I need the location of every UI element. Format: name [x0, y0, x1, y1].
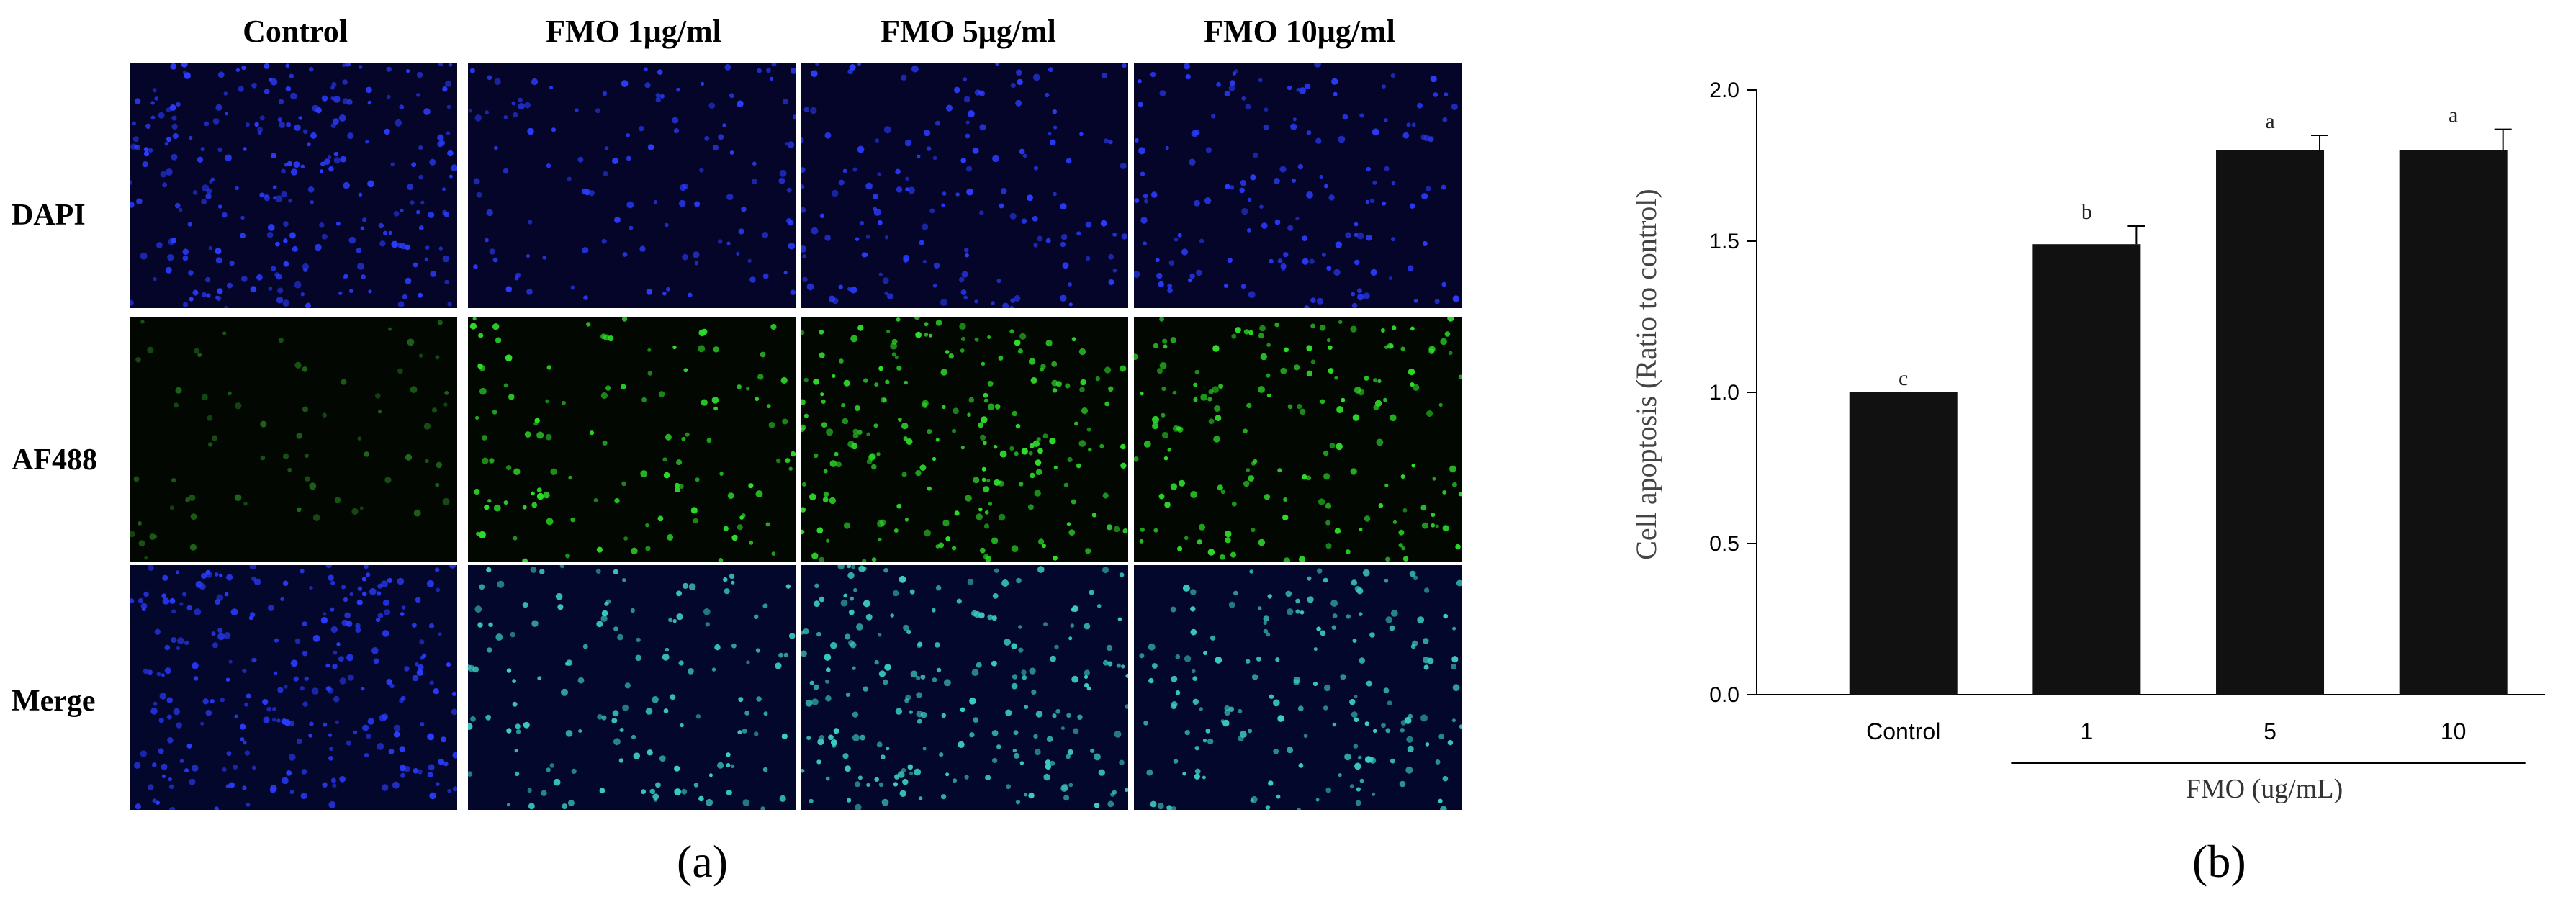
micrograph-dapi-1	[468, 63, 796, 308]
row-header-merge: Merge	[12, 685, 96, 718]
panel-label-a: (a)	[677, 836, 729, 887]
micrograph-merge-2	[801, 565, 1128, 810]
row-header-af488: AF488	[12, 443, 97, 477]
row-header-dapi: DAPI	[12, 199, 86, 232]
micrograph-af488-0	[130, 317, 457, 562]
bar-1	[2032, 244, 2141, 695]
chart-axes: 0.0 0.5 1.0 1.5 2.0 Control 1 5 10	[1709, 78, 2545, 764]
micrograph-dapi-0	[130, 63, 457, 308]
bar-Control	[1849, 392, 1958, 695]
y-tick-label: 1.0	[1709, 381, 1739, 405]
y-tick-label: 0.5	[1709, 532, 1739, 556]
micrograph-merge-3	[1134, 565, 1462, 810]
bar-10	[2399, 150, 2508, 695]
panel-label-b: (b)	[2192, 836, 2246, 887]
micrograph-dapi-3	[1134, 63, 1462, 308]
significance-letter: a	[2265, 109, 2274, 133]
bar-5	[2216, 150, 2325, 695]
column-header-fmo-1: FMO 1μg/ml	[546, 14, 721, 49]
micrograph-panel: Control FMO 1μg/ml FMO 5μg/ml FMO 10μg/m…	[12, 14, 1462, 887]
x-tick-label: Control	[1866, 718, 1940, 744]
bar-chart-panel: 0.0 0.5 1.0 1.5 2.0 Control 1 5 10 c b a a Cell apo…	[1548, 0, 2576, 902]
significance-letter: b	[2081, 200, 2092, 224]
column-header-fmo-5: FMO 5μg/ml	[881, 14, 1056, 49]
x-tick-label: 5	[2264, 718, 2276, 744]
column-header-fmo-10: FMO 10μg/ml	[1204, 14, 1395, 49]
x-tick-label: 10	[2441, 718, 2467, 744]
y-tick-label: 0.0	[1709, 683, 1739, 707]
micrograph-af488-3	[1134, 317, 1462, 562]
micrograph-merge-0	[130, 565, 457, 810]
significance-letter: c	[1899, 366, 1908, 390]
micrograph-af488-2	[801, 317, 1128, 562]
x-tick-label: 1	[2080, 718, 2093, 744]
micrograph-af488-1	[468, 317, 796, 562]
chart-bars: c b a a	[1849, 104, 2512, 695]
apoptosis-bar-chart: 0.0 0.5 1.0 1.5 2.0 Control 1 5 10 c b a a Cell apo…	[1630, 78, 2545, 804]
y-axis-label: Cell apoptosis (Ratio to control)	[1630, 189, 1662, 560]
micrograph-merge-1	[468, 565, 796, 810]
x-axis-label: FMO (ug/mL)	[2186, 774, 2343, 804]
column-header-control: Control	[243, 14, 348, 49]
y-tick-label: 1.5	[1709, 230, 1739, 253]
significance-letter: a	[2449, 104, 2458, 127]
y-tick-label: 2.0	[1709, 78, 1739, 102]
micrograph-dapi-2	[801, 63, 1128, 308]
